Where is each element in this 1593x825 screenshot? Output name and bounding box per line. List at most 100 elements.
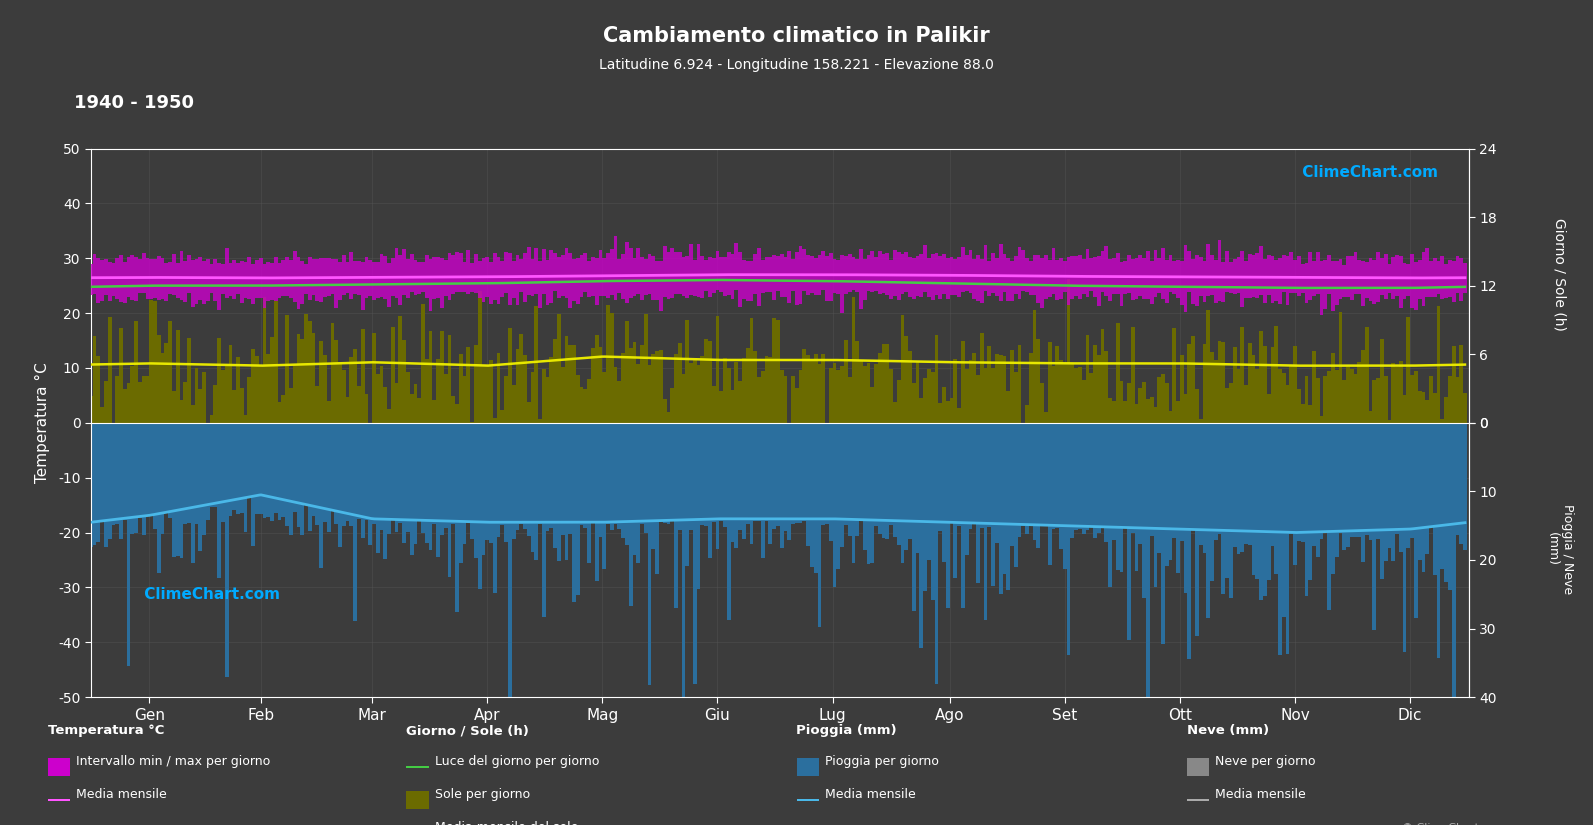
Bar	[470, 262, 475, 292]
Bar	[1115, 252, 1120, 295]
Bar	[1289, 422, 1294, 534]
Bar	[1459, 346, 1462, 422]
Bar	[354, 349, 357, 422]
Bar	[1206, 243, 1211, 296]
Bar	[1271, 347, 1274, 422]
Bar	[1319, 416, 1324, 422]
Bar	[938, 256, 941, 299]
Bar	[1101, 422, 1104, 527]
Bar	[1297, 389, 1301, 422]
Bar	[1195, 389, 1200, 422]
Text: Latitudine 6.924 - Longitudine 158.221 - Elevazione 88.0: Latitudine 6.924 - Longitudine 158.221 -…	[599, 58, 994, 72]
Bar	[636, 364, 640, 422]
Bar	[957, 422, 961, 526]
Bar	[1098, 356, 1101, 422]
Bar	[847, 253, 852, 292]
Bar	[878, 353, 881, 422]
Bar	[92, 254, 97, 294]
Bar	[346, 422, 349, 521]
Bar	[765, 257, 768, 292]
Bar	[1432, 393, 1437, 422]
Bar	[558, 257, 561, 299]
Bar	[1354, 374, 1357, 422]
Bar	[660, 350, 663, 422]
Bar	[100, 408, 104, 422]
Bar	[475, 254, 478, 293]
Bar	[1354, 422, 1357, 536]
Bar	[271, 422, 274, 521]
Bar	[183, 261, 186, 302]
Bar	[379, 254, 384, 297]
Bar	[946, 258, 949, 299]
Bar	[247, 376, 252, 422]
Bar	[478, 291, 481, 422]
Bar	[511, 262, 516, 298]
Bar	[255, 356, 258, 422]
Bar	[1157, 376, 1161, 422]
Bar	[429, 331, 432, 422]
Bar	[255, 422, 258, 514]
Bar	[1104, 247, 1109, 295]
Bar	[674, 354, 679, 422]
Bar	[1002, 356, 1007, 422]
Bar	[1421, 392, 1426, 422]
Bar	[1021, 250, 1026, 291]
Bar	[1128, 255, 1131, 293]
Text: Sole per giorno: Sole per giorno	[435, 788, 530, 801]
Bar	[580, 422, 583, 525]
Bar	[432, 400, 436, 422]
Bar	[1184, 422, 1187, 593]
Bar	[527, 402, 530, 422]
Bar	[1203, 422, 1206, 553]
Bar	[938, 422, 941, 530]
Bar	[629, 248, 632, 299]
Bar	[335, 422, 338, 524]
Bar	[156, 422, 161, 573]
Bar	[550, 357, 553, 422]
Bar	[881, 344, 886, 422]
Bar	[519, 259, 523, 292]
Bar	[97, 422, 100, 542]
Bar	[1263, 259, 1266, 303]
Bar	[1349, 422, 1354, 537]
Bar	[825, 422, 828, 524]
Bar	[761, 371, 765, 422]
Bar	[1048, 342, 1051, 422]
Bar	[1007, 422, 1010, 590]
Bar	[172, 254, 175, 295]
Bar	[636, 422, 640, 563]
Bar	[1327, 422, 1332, 610]
Bar	[618, 380, 621, 422]
Text: Giorno / Sole (h): Giorno / Sole (h)	[406, 724, 529, 738]
Bar	[1266, 422, 1271, 580]
Bar	[183, 382, 186, 422]
Bar	[1157, 422, 1161, 553]
Bar	[139, 422, 142, 518]
Bar	[1115, 422, 1120, 570]
Bar	[954, 258, 957, 295]
Bar	[1157, 258, 1161, 293]
Bar	[938, 403, 941, 422]
Bar	[980, 258, 983, 303]
Bar	[999, 422, 1002, 595]
Bar	[508, 252, 511, 305]
Bar	[172, 422, 175, 557]
Bar	[1357, 260, 1360, 295]
Bar	[233, 422, 236, 510]
Bar	[765, 422, 768, 521]
Bar	[1244, 261, 1247, 299]
Bar	[406, 372, 409, 422]
Bar	[1247, 422, 1252, 545]
Bar	[379, 422, 384, 530]
Bar	[131, 255, 134, 299]
Bar	[186, 255, 191, 293]
Bar	[175, 262, 180, 298]
Bar	[277, 262, 282, 298]
Bar	[1346, 367, 1349, 422]
Bar	[123, 389, 127, 422]
Text: Media mensile: Media mensile	[1215, 788, 1306, 801]
Bar	[327, 422, 330, 532]
Bar	[894, 250, 897, 296]
Bar	[534, 422, 538, 560]
Bar	[624, 242, 629, 304]
